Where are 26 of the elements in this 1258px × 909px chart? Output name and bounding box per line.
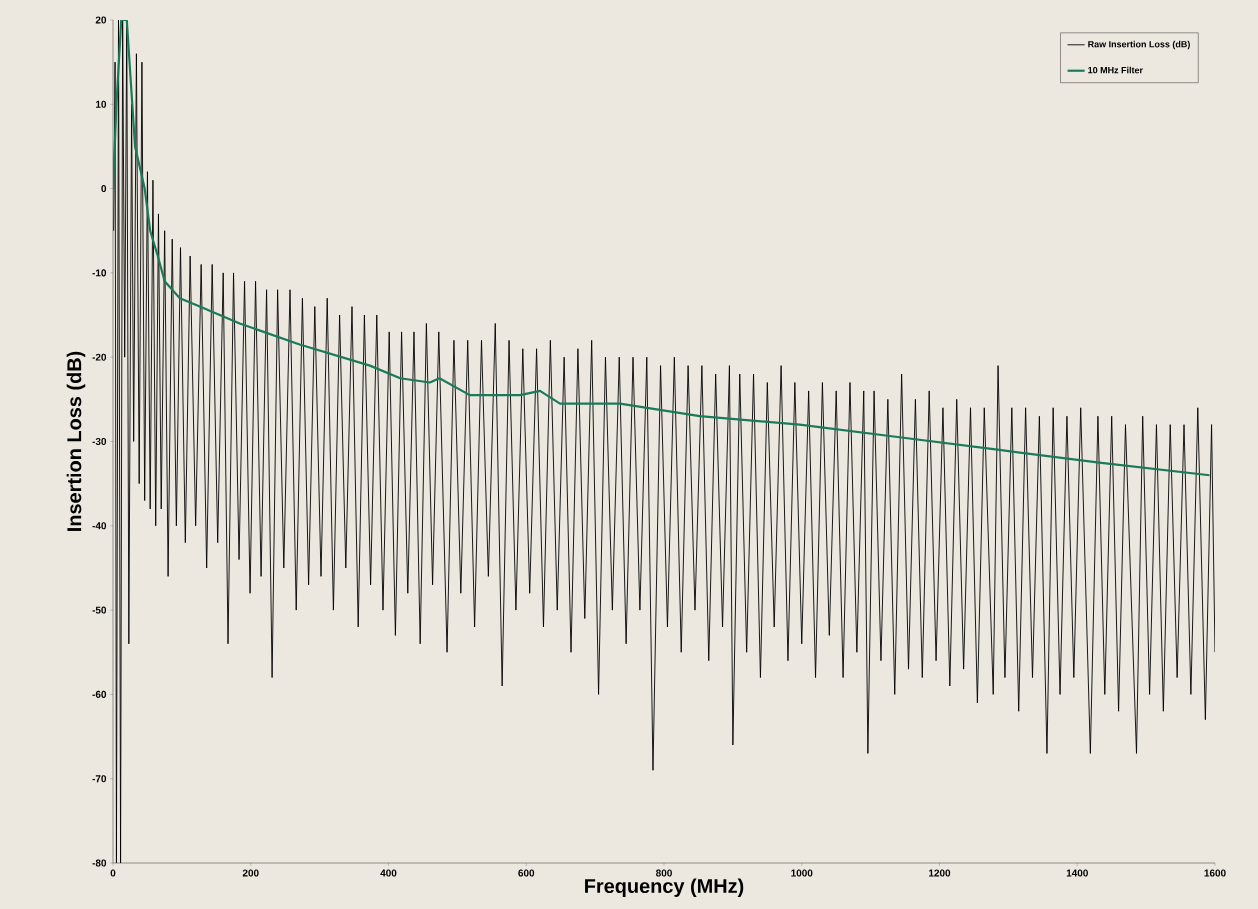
x-tick-label: 600 xyxy=(518,869,535,877)
y-tick-label: 20 xyxy=(95,16,107,24)
x-tick-label: 800 xyxy=(656,869,672,877)
y-tick-label: -30 xyxy=(92,437,107,446)
x-tick-label: 0 xyxy=(110,869,116,877)
line-series xyxy=(113,19,1216,863)
y-tick-label: -80 xyxy=(92,859,107,867)
legend-label: 10 MHz Filter xyxy=(1088,66,1143,74)
x-tick-label: 1000 xyxy=(791,869,813,877)
legend-label: Raw Insertion Loss (dB) xyxy=(1088,40,1190,50)
y-tick-label: -40 xyxy=(92,522,107,530)
y-tick-label: -10 xyxy=(92,269,107,277)
y-tick-label: -20 xyxy=(92,353,107,361)
x-tick-label: 1400 xyxy=(1066,869,1088,877)
x-tick-label: 400 xyxy=(380,869,397,877)
x-axis-title: Frequency (MHz) xyxy=(585,878,744,897)
x-tick-label: 1600 xyxy=(1204,869,1226,877)
line-series xyxy=(113,19,1211,477)
x-tick-label: 200 xyxy=(242,869,259,877)
x-tick-label: 1200 xyxy=(929,869,951,877)
y-tick-label: 0 xyxy=(101,185,107,193)
y-tick-label: -50 xyxy=(92,606,107,614)
y-axis-title: Insertion Loss (dB) xyxy=(66,351,86,531)
y-tick-label: -60 xyxy=(92,690,107,698)
y-tick-label: 10 xyxy=(96,100,107,108)
y-tick-label: -70 xyxy=(92,775,107,783)
